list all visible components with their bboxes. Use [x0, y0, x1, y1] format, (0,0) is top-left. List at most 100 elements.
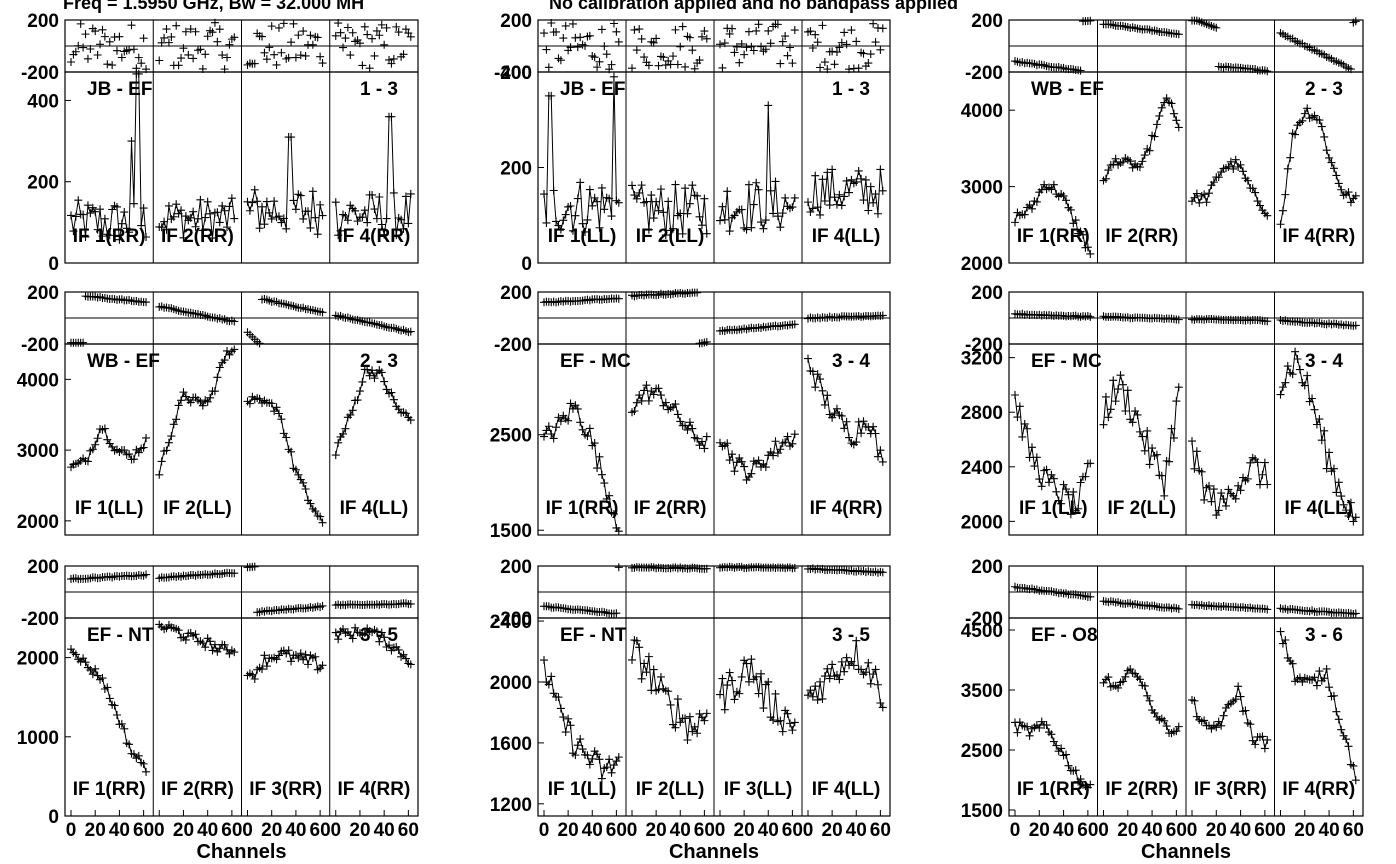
- data-point: [1109, 376, 1118, 385]
- data-point: [186, 25, 195, 34]
- data-point: [351, 206, 360, 215]
- phase-tick-label: -200: [21, 63, 59, 84]
- data-point: [1040, 180, 1049, 189]
- data-point: [1300, 381, 1309, 390]
- data-point: [716, 216, 724, 225]
- data-point: [576, 178, 585, 187]
- data-point: [250, 562, 259, 571]
- x-tick-label: 0: [715, 820, 726, 841]
- data-point: [1128, 418, 1137, 427]
- x-tick-label: 60: [310, 820, 331, 841]
- x-tick-label: 60: [870, 820, 891, 841]
- data-point: [1045, 478, 1053, 487]
- data-point: [1059, 191, 1068, 200]
- data-point: [142, 232, 151, 241]
- data-point: [83, 54, 92, 63]
- data-point: [198, 226, 207, 235]
- data-point: [301, 485, 310, 493]
- data-point: [547, 19, 556, 28]
- data-point: [842, 417, 851, 426]
- sub-panel: IF 1(RR): [67, 570, 151, 800]
- data-point: [377, 368, 386, 377]
- phase-tick-label: 200: [500, 557, 532, 578]
- data-point: [869, 670, 878, 679]
- data-point: [1258, 470, 1267, 479]
- data-point: [380, 377, 389, 386]
- amp-tick-label: 3000: [17, 441, 59, 462]
- data-point: [157, 223, 166, 232]
- data-point: [808, 692, 817, 701]
- x-axis-label: Channels: [669, 841, 759, 863]
- data-point: [785, 43, 794, 52]
- sub-panel: IF 1(RR): [1011, 16, 1095, 258]
- baseline-label: EF - O8: [1031, 625, 1098, 646]
- data-point: [873, 209, 882, 218]
- data-point: [1263, 317, 1272, 326]
- data-point: [91, 27, 100, 36]
- data-point: [289, 196, 298, 205]
- data-point: [852, 37, 861, 46]
- data-point: [67, 211, 75, 220]
- data-point: [1260, 744, 1269, 753]
- data-point: [198, 401, 207, 410]
- antenna-pair-label: 3 - 5: [832, 625, 870, 646]
- data-point: [179, 44, 188, 53]
- data-point: [778, 37, 787, 46]
- data-point: [654, 61, 663, 70]
- data-point: [406, 660, 415, 669]
- data-point: [832, 200, 841, 209]
- data-point: [177, 54, 186, 63]
- data-point: [258, 202, 267, 211]
- data-point: [1157, 103, 1166, 112]
- data-point: [595, 452, 604, 461]
- data-point: [382, 214, 391, 223]
- data-point: [172, 21, 181, 30]
- data-point: [210, 640, 219, 649]
- x-tick-label: 40: [758, 820, 779, 841]
- data-point: [1086, 780, 1095, 789]
- data-point: [1298, 116, 1307, 125]
- data-point: [781, 438, 790, 447]
- data-point: [201, 213, 210, 222]
- data-point: [568, 226, 577, 235]
- data-point: [854, 166, 863, 175]
- data-point: [1042, 721, 1051, 730]
- data-point: [1327, 158, 1336, 167]
- data-point: [556, 56, 565, 65]
- if-label: IF 2(RR): [1105, 226, 1178, 247]
- data-point: [1243, 474, 1252, 483]
- data-point: [813, 695, 822, 704]
- data-point: [331, 31, 340, 40]
- sub-panel: [243, 19, 327, 239]
- data-point: [284, 646, 293, 655]
- data-point: [86, 665, 95, 674]
- data-point: [318, 59, 327, 68]
- data-point: [825, 201, 834, 210]
- data-point: [1143, 426, 1152, 435]
- data-point: [614, 563, 623, 572]
- data-point: [196, 195, 205, 204]
- phase-tick-label: -200: [965, 63, 1003, 84]
- data-point: [1035, 723, 1044, 732]
- x-tick-label: 60: [1343, 820, 1364, 841]
- data-point: [1195, 198, 1204, 207]
- data-point: [671, 25, 680, 34]
- data-point: [702, 564, 711, 573]
- data-point: [1234, 682, 1243, 691]
- baseline-block: 200 -200 1500 2500 EF - MC 3 - 4 IF 1(RR) IF 2(…: [490, 283, 891, 542]
- data-point: [387, 388, 396, 397]
- data-point: [1076, 775, 1085, 784]
- data-point: [343, 23, 352, 32]
- sub-panel: IF 1(LL): [540, 19, 623, 247]
- data-point: [873, 452, 882, 461]
- amplitude-line: [158, 349, 235, 475]
- data-point: [399, 50, 408, 59]
- data-point: [296, 649, 305, 658]
- data-point: [693, 288, 702, 297]
- data-point: [1342, 735, 1351, 744]
- data-point: [318, 601, 327, 610]
- data-point: [656, 185, 665, 194]
- phase-tick-label: 200: [500, 11, 532, 32]
- data-point: [279, 19, 288, 28]
